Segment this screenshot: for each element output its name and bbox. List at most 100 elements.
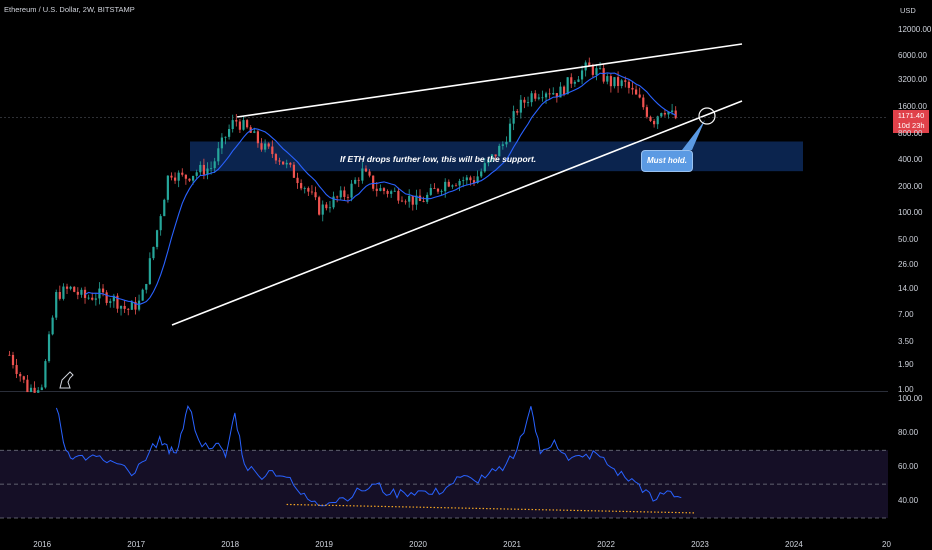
candle-body: [451, 185, 454, 187]
candle-body: [552, 93, 555, 95]
candle-body: [361, 168, 364, 181]
candle-body: [51, 317, 54, 335]
candle-body: [480, 171, 483, 177]
candle-body: [94, 298, 97, 300]
candle-body: [411, 195, 414, 205]
candle-body: [469, 177, 472, 181]
candle-body: [444, 181, 447, 192]
time-axis-tick: 2016: [33, 540, 52, 549]
candle-body: [671, 110, 674, 112]
candle-body: [375, 188, 378, 191]
candle-body: [667, 111, 670, 115]
candle-body: [649, 116, 652, 121]
candle-body: [606, 76, 609, 82]
candle-body: [447, 181, 450, 187]
candle-body: [109, 301, 112, 303]
candle-body: [112, 295, 115, 302]
candle-body: [429, 187, 432, 195]
candle-body: [570, 77, 573, 84]
candle-body: [490, 154, 494, 160]
candlestick-series: [8, 57, 677, 393]
candle-body: [134, 301, 137, 310]
candle-body: [382, 188, 386, 192]
candle-body: [87, 297, 90, 299]
price-axis-tick: 14.00: [898, 283, 919, 293]
candle-body: [624, 80, 627, 82]
candle-body: [300, 183, 303, 189]
chart-title: Ethereum / U.S. Dollar, 2W, BITSTAMP: [4, 5, 135, 14]
candle-body: [339, 190, 342, 198]
candle-body: [390, 191, 393, 194]
candle-body: [487, 159, 490, 164]
candle-body: [530, 93, 533, 103]
candle-body: [191, 175, 195, 181]
candle-body: [537, 97, 540, 99]
candle-body: [292, 164, 296, 178]
candle-body: [476, 176, 479, 184]
candle-body: [393, 190, 396, 192]
candle-body: [242, 120, 245, 130]
candle-body: [638, 94, 641, 98]
candle-body: [364, 168, 368, 172]
candle-body: [296, 177, 299, 184]
candle-body: [213, 161, 216, 169]
candle-body: [65, 286, 69, 289]
candle-body: [19, 373, 22, 377]
candle-body: [577, 79, 580, 82]
candle-body: [310, 191, 314, 193]
price-axis-tick: 1.00: [898, 385, 914, 394]
candle-body: [397, 190, 400, 201]
price-axis-tick: 800.00: [898, 128, 923, 138]
candle-body: [289, 162, 292, 165]
time-axis-tick: 2024: [785, 540, 803, 549]
candle-body: [573, 81, 576, 84]
candle-body: [544, 93, 548, 98]
candle-body: [105, 292, 108, 303]
candle-body: [188, 178, 191, 181]
candle-body: [620, 80, 623, 86]
price-axis-tick: 1.90: [898, 360, 914, 370]
candle-body: [505, 141, 508, 145]
price-axis-tick: 6000.00: [898, 51, 927, 61]
candle-body: [472, 180, 476, 184]
price-axis-tick: 200.00: [898, 181, 923, 191]
candle-body: [541, 97, 544, 99]
candle-body: [11, 354, 15, 366]
candle-body: [44, 361, 47, 388]
candle-body: [62, 286, 65, 299]
candle-body: [483, 163, 486, 172]
candle-body: [55, 292, 58, 318]
candle-body: [170, 175, 173, 178]
candle-body: [202, 164, 205, 175]
candle-body: [195, 172, 198, 176]
candle-body: [307, 188, 310, 192]
candle-body: [418, 195, 422, 201]
candle-body: [508, 123, 512, 142]
currency-label: USD: [900, 6, 916, 15]
last-price-value: 1171.40: [897, 111, 925, 120]
candle-body: [346, 196, 350, 198]
candle-body: [598, 68, 602, 69]
candle-body: [501, 144, 504, 146]
candle-body: [69, 286, 72, 289]
candle-body: [436, 188, 440, 192]
candle-body: [163, 199, 166, 217]
must-hold-callout: Must hold.: [641, 150, 693, 172]
candle-body: [8, 354, 11, 356]
candle-body: [465, 177, 468, 181]
candle-body: [663, 113, 667, 115]
candle-body: [76, 291, 79, 295]
candle-body: [368, 171, 371, 176]
time-axis-tick: 2019: [315, 540, 333, 549]
rsi-line: [55, 404, 682, 507]
candle-body: [303, 188, 306, 189]
candle-body: [173, 177, 177, 181]
time-axis-tick: 20: [882, 540, 891, 549]
candle-body: [516, 111, 519, 113]
candle-body: [15, 365, 18, 374]
lower-trendline: [171, 100, 743, 326]
candle-body: [231, 120, 234, 130]
candle-body: [116, 295, 119, 309]
candle-body: [588, 62, 591, 66]
candle-body: [519, 99, 522, 113]
